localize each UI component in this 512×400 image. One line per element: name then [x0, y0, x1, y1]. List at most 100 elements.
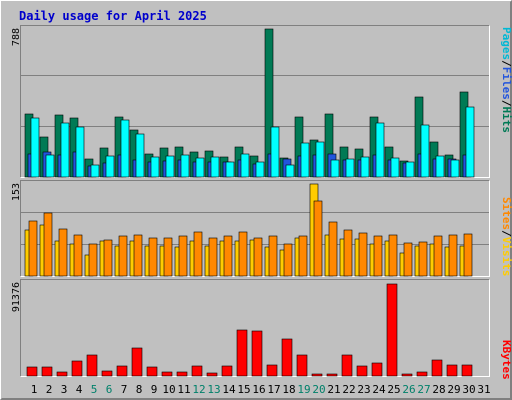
panel-kbytes: 91376 — [11, 279, 490, 377]
kbytes-bar-26 — [401, 373, 413, 377]
day-label-3: 3 — [61, 383, 68, 396]
sites-bar-2 — [43, 212, 53, 277]
kbytes-bar-25 — [386, 283, 398, 377]
kbytes-bar-11 — [176, 371, 188, 377]
pages-bar-2 — [45, 154, 55, 178]
sites-bar-1 — [28, 220, 38, 277]
visits-sites-bars — [24, 183, 473, 277]
day-label-2: 2 — [46, 383, 53, 396]
pages-bar-8 — [135, 133, 145, 178]
sites-bar-7 — [118, 235, 128, 277]
sites-bar-16 — [253, 237, 263, 277]
kbytes-bar-5 — [86, 354, 98, 377]
pages-bar-21 — [330, 159, 340, 178]
kbytes-bar-27 — [416, 371, 428, 377]
day-label-21: 21 — [327, 383, 340, 396]
pages-bar-26 — [405, 161, 415, 178]
legend-pages: Pages — [500, 27, 512, 60]
day-label-8: 8 — [136, 383, 143, 396]
day-label-7: 7 — [121, 383, 128, 396]
sites-bar-19 — [298, 235, 308, 277]
pages-bar-14 — [225, 161, 235, 178]
pages-bar-10 — [165, 155, 175, 178]
pages-bar-5 — [90, 164, 100, 178]
legend-kbytes: KBytes — [500, 340, 512, 380]
sites-bar-10 — [163, 237, 173, 277]
day-label-31: 31 — [477, 383, 490, 396]
pages-bar-3 — [60, 122, 70, 178]
pages-bar-9 — [150, 156, 160, 178]
day-label-15: 15 — [237, 383, 250, 396]
pages-bar-16 — [255, 161, 265, 178]
kbytes-bar-21 — [326, 373, 338, 377]
panel-visits: 153 — [11, 180, 490, 277]
pages-bar-28 — [435, 155, 445, 178]
sites-bar-6 — [103, 239, 113, 277]
pages-bar-7 — [120, 119, 130, 178]
pages-bar-29 — [450, 159, 460, 178]
kbytes-bar-8 — [131, 347, 143, 377]
sites-bar-8 — [133, 234, 143, 277]
day-label-24: 24 — [372, 383, 386, 396]
kbytes-bar-23 — [356, 365, 368, 377]
day-label-25: 25 — [387, 383, 400, 396]
pages-bar-18 — [285, 164, 295, 178]
day-axis-labels: 1 2 3 4 5 6 7 8 9 10 11 12 13 14 15 16 17 18 19 20 21 22 23 24 2… — [31, 383, 491, 396]
pages-bar-4 — [75, 126, 85, 178]
day-label-4: 4 — [76, 383, 83, 396]
pages-bar-17 — [270, 126, 280, 178]
day-label-29: 29 — [447, 383, 460, 396]
legend-sep-3: / — [500, 230, 512, 237]
kbytes-bar-15 — [236, 329, 248, 377]
sites-bar-23 — [358, 232, 368, 277]
day-label-26: 26 — [402, 383, 415, 396]
pages-bar-24 — [375, 122, 385, 178]
sites-bar-28 — [433, 235, 443, 277]
sites-bar-20 — [313, 200, 323, 277]
pages-bar-12 — [195, 157, 205, 178]
pages-bar-23 — [360, 156, 370, 178]
day-label-23: 23 — [357, 383, 370, 396]
kbytes-bars — [26, 283, 473, 377]
sites-bar-13 — [208, 237, 218, 277]
day-label-11: 11 — [177, 383, 190, 396]
sites-bar-30 — [463, 233, 473, 277]
sites-bar-24 — [373, 235, 383, 277]
kbytes-bar-22 — [341, 354, 353, 377]
kbytes-bar-3 — [56, 371, 68, 377]
pages-bar-11 — [180, 154, 190, 178]
legend-sites: Sites — [500, 197, 512, 230]
sites-bar-26 — [403, 242, 413, 277]
kbytes-bar-30 — [461, 364, 473, 377]
kbytes-bar-20 — [311, 373, 323, 377]
sites-bar-15 — [238, 231, 248, 277]
sites-bar-9 — [148, 237, 158, 277]
sites-bar-17 — [268, 235, 278, 277]
sites-bar-18 — [283, 243, 293, 277]
sites-bar-21 — [328, 221, 338, 277]
kbytes-bar-13 — [206, 372, 218, 377]
legend-hits-files-pages: Pages/Files/Hits — [500, 27, 512, 133]
pages-bar-22 — [345, 158, 355, 178]
kbytes-bar-6 — [101, 370, 113, 377]
day-label-22: 22 — [342, 383, 355, 396]
sites-bar-29 — [448, 234, 458, 277]
day-label-20: 20 — [312, 383, 325, 396]
day-label-14: 14 — [222, 383, 236, 396]
day-label-18: 18 — [282, 383, 295, 396]
day-label-27: 27 — [417, 383, 430, 396]
pages-bar-13 — [210, 156, 220, 178]
day-label-13: 13 — [207, 383, 220, 396]
kbytes-bar-19 — [296, 354, 308, 377]
kbytes-bar-18 — [281, 338, 293, 377]
legend-sep-1: / — [500, 60, 512, 67]
kbytes-bar-17 — [266, 364, 278, 377]
kbytes-bar-24 — [371, 362, 383, 377]
kbytes-bar-1 — [26, 366, 38, 377]
day-label-10: 10 — [162, 383, 175, 396]
kbytes-bar-7 — [116, 365, 128, 377]
day-label-6: 6 — [106, 383, 113, 396]
day-label-30: 30 — [462, 383, 475, 396]
legend-visits: Visits — [500, 237, 512, 277]
